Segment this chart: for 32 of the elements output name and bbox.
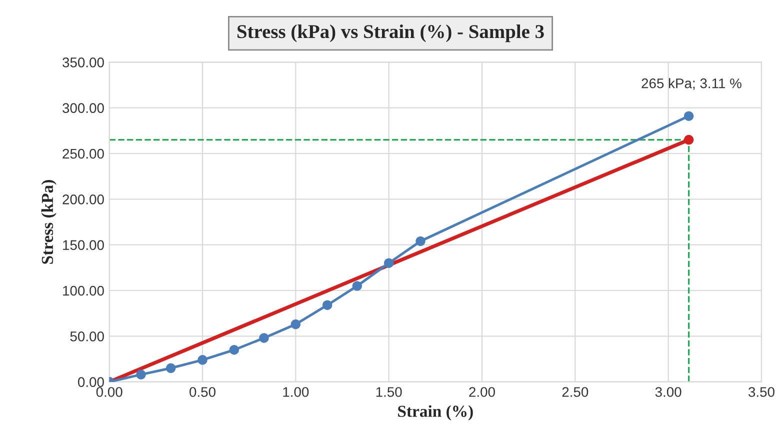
x-tick-label: 3.00 bbox=[655, 387, 682, 397]
point bbox=[352, 281, 362, 291]
x-tick-label: 1.50 bbox=[376, 387, 402, 397]
point bbox=[416, 236, 426, 246]
x-tick-label: 3.50 bbox=[748, 387, 774, 397]
y-tick-label: 100.00 bbox=[63, 286, 104, 296]
point bbox=[259, 333, 269, 343]
chart-title: Stress (kPa) vs Strain (%) - Sample 3 bbox=[238, 24, 544, 42]
x-tick-label: 2.00 bbox=[469, 387, 495, 397]
x-tick-label: 1.00 bbox=[283, 387, 309, 397]
point bbox=[684, 134, 694, 145]
y-tick-label: 250.00 bbox=[62, 148, 104, 159]
point bbox=[684, 111, 694, 121]
point bbox=[136, 370, 146, 380]
y-tick-label: 350.00 bbox=[62, 57, 104, 68]
y-tick-label: 300.00 bbox=[62, 103, 104, 113]
point bbox=[290, 319, 301, 330]
x-axis-title: Strain (%) bbox=[398, 405, 473, 420]
annotation: 265 kPa; 3.11 % bbox=[642, 78, 742, 90]
point bbox=[166, 363, 176, 373]
y-axis-title: Stress (kPa) bbox=[41, 180, 56, 264]
y-tick-label: 150.00 bbox=[63, 240, 104, 250]
point bbox=[229, 345, 240, 355]
point bbox=[384, 258, 394, 268]
y-tick-label: 50.00 bbox=[70, 332, 104, 342]
x-tick-label: 0.00 bbox=[96, 387, 122, 397]
x-tick-label: 0.50 bbox=[190, 387, 216, 397]
y-tick-label: 200.00 bbox=[62, 194, 104, 204]
point bbox=[322, 300, 332, 310]
x-tick-label: 2.50 bbox=[562, 387, 588, 397]
y-tick-label: 0.00 bbox=[78, 377, 104, 388]
point bbox=[198, 355, 208, 365]
